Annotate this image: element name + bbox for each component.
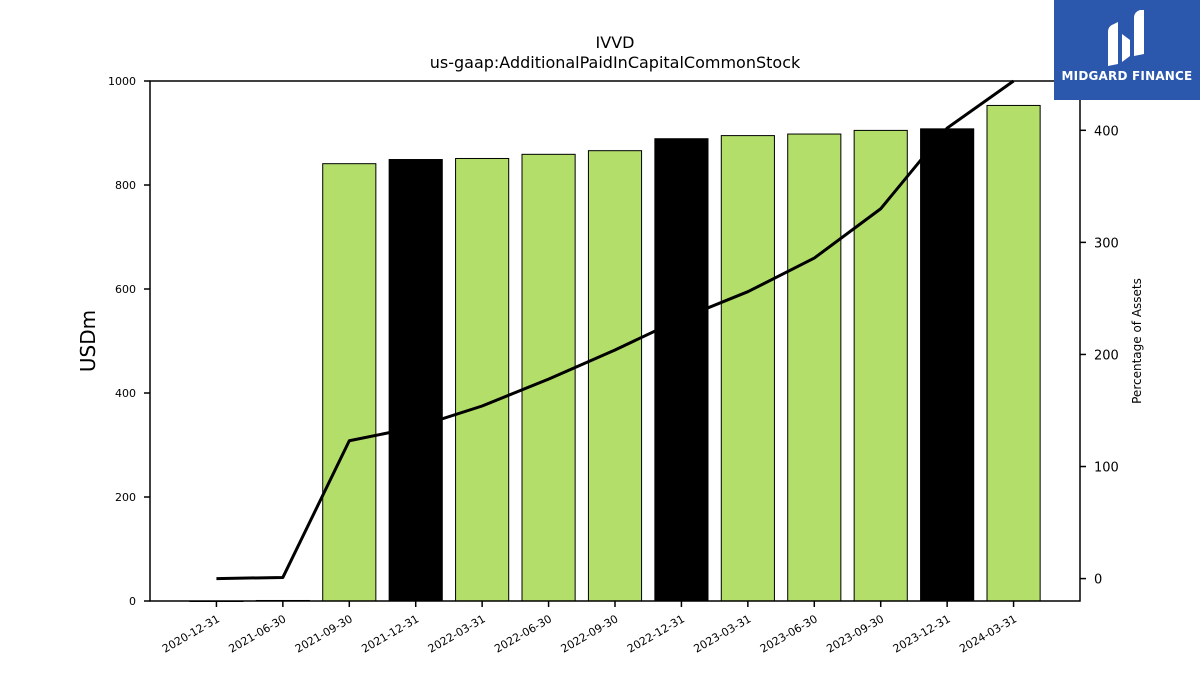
bar — [720, 135, 775, 602]
y-tick-label: 800 — [115, 179, 136, 192]
logo-text: MIDGARD FINANCE — [1061, 69, 1193, 83]
x-tick-label: 2024-03-31 — [957, 612, 1019, 655]
y2-tick-label: 100 — [1094, 461, 1119, 476]
x-tick-label: 2023-06-30 — [758, 612, 820, 655]
y2-tick-label: 300 — [1094, 236, 1119, 251]
bar — [388, 159, 443, 602]
y-tick-label: 200 — [115, 491, 136, 504]
bar — [587, 150, 643, 602]
bar — [787, 133, 842, 602]
y-axis-label: USDm — [76, 310, 100, 372]
y2-tick-label: 0 — [1094, 573, 1102, 588]
y-tick-label: 400 — [115, 387, 136, 400]
x-tick-label: 2022-09-30 — [559, 612, 621, 655]
bar — [322, 163, 377, 602]
chart-title: IVVD — [596, 33, 635, 52]
x-tick-label: 2021-06-30 — [226, 612, 288, 655]
y-tick-label: 600 — [115, 283, 136, 296]
x-tick-label: 2022-06-30 — [492, 612, 554, 655]
x-tick-label: 2023-12-31 — [891, 612, 953, 655]
x-tick-label: 2022-12-31 — [625, 612, 687, 655]
y-tick-label: 0 — [129, 595, 136, 608]
x-tick-label: 2023-09-30 — [824, 612, 886, 655]
bar-group — [189, 104, 1041, 602]
y-tick-label: 1000 — [108, 75, 136, 88]
x-tick-label: 2022-03-31 — [426, 612, 488, 655]
chart-subtitle: us-gaap:AdditionalPaidInCapitalCommonSto… — [430, 53, 801, 72]
line-series-path — [216, 79, 1015, 581]
y2-tick-label: 400 — [1094, 124, 1119, 139]
logo-icon — [1108, 10, 1144, 66]
line-series — [216, 79, 1015, 581]
midgard-finance-logo: MIDGARD FINANCE — [1054, 0, 1200, 100]
x-tick-label: 2023-03-31 — [691, 612, 753, 655]
bar — [853, 129, 908, 602]
x-tick-label: 2020-12-31 — [160, 612, 222, 655]
bar — [654, 138, 709, 602]
y2-axis-label: Percentage of Assets — [1130, 278, 1144, 404]
x-tick-label: 2021-09-30 — [293, 612, 355, 655]
x-tick-label: 2021-12-31 — [359, 612, 421, 655]
bar — [920, 128, 975, 602]
bar — [986, 104, 1041, 602]
bar — [455, 157, 510, 602]
y2-tick-label: 200 — [1094, 348, 1119, 363]
